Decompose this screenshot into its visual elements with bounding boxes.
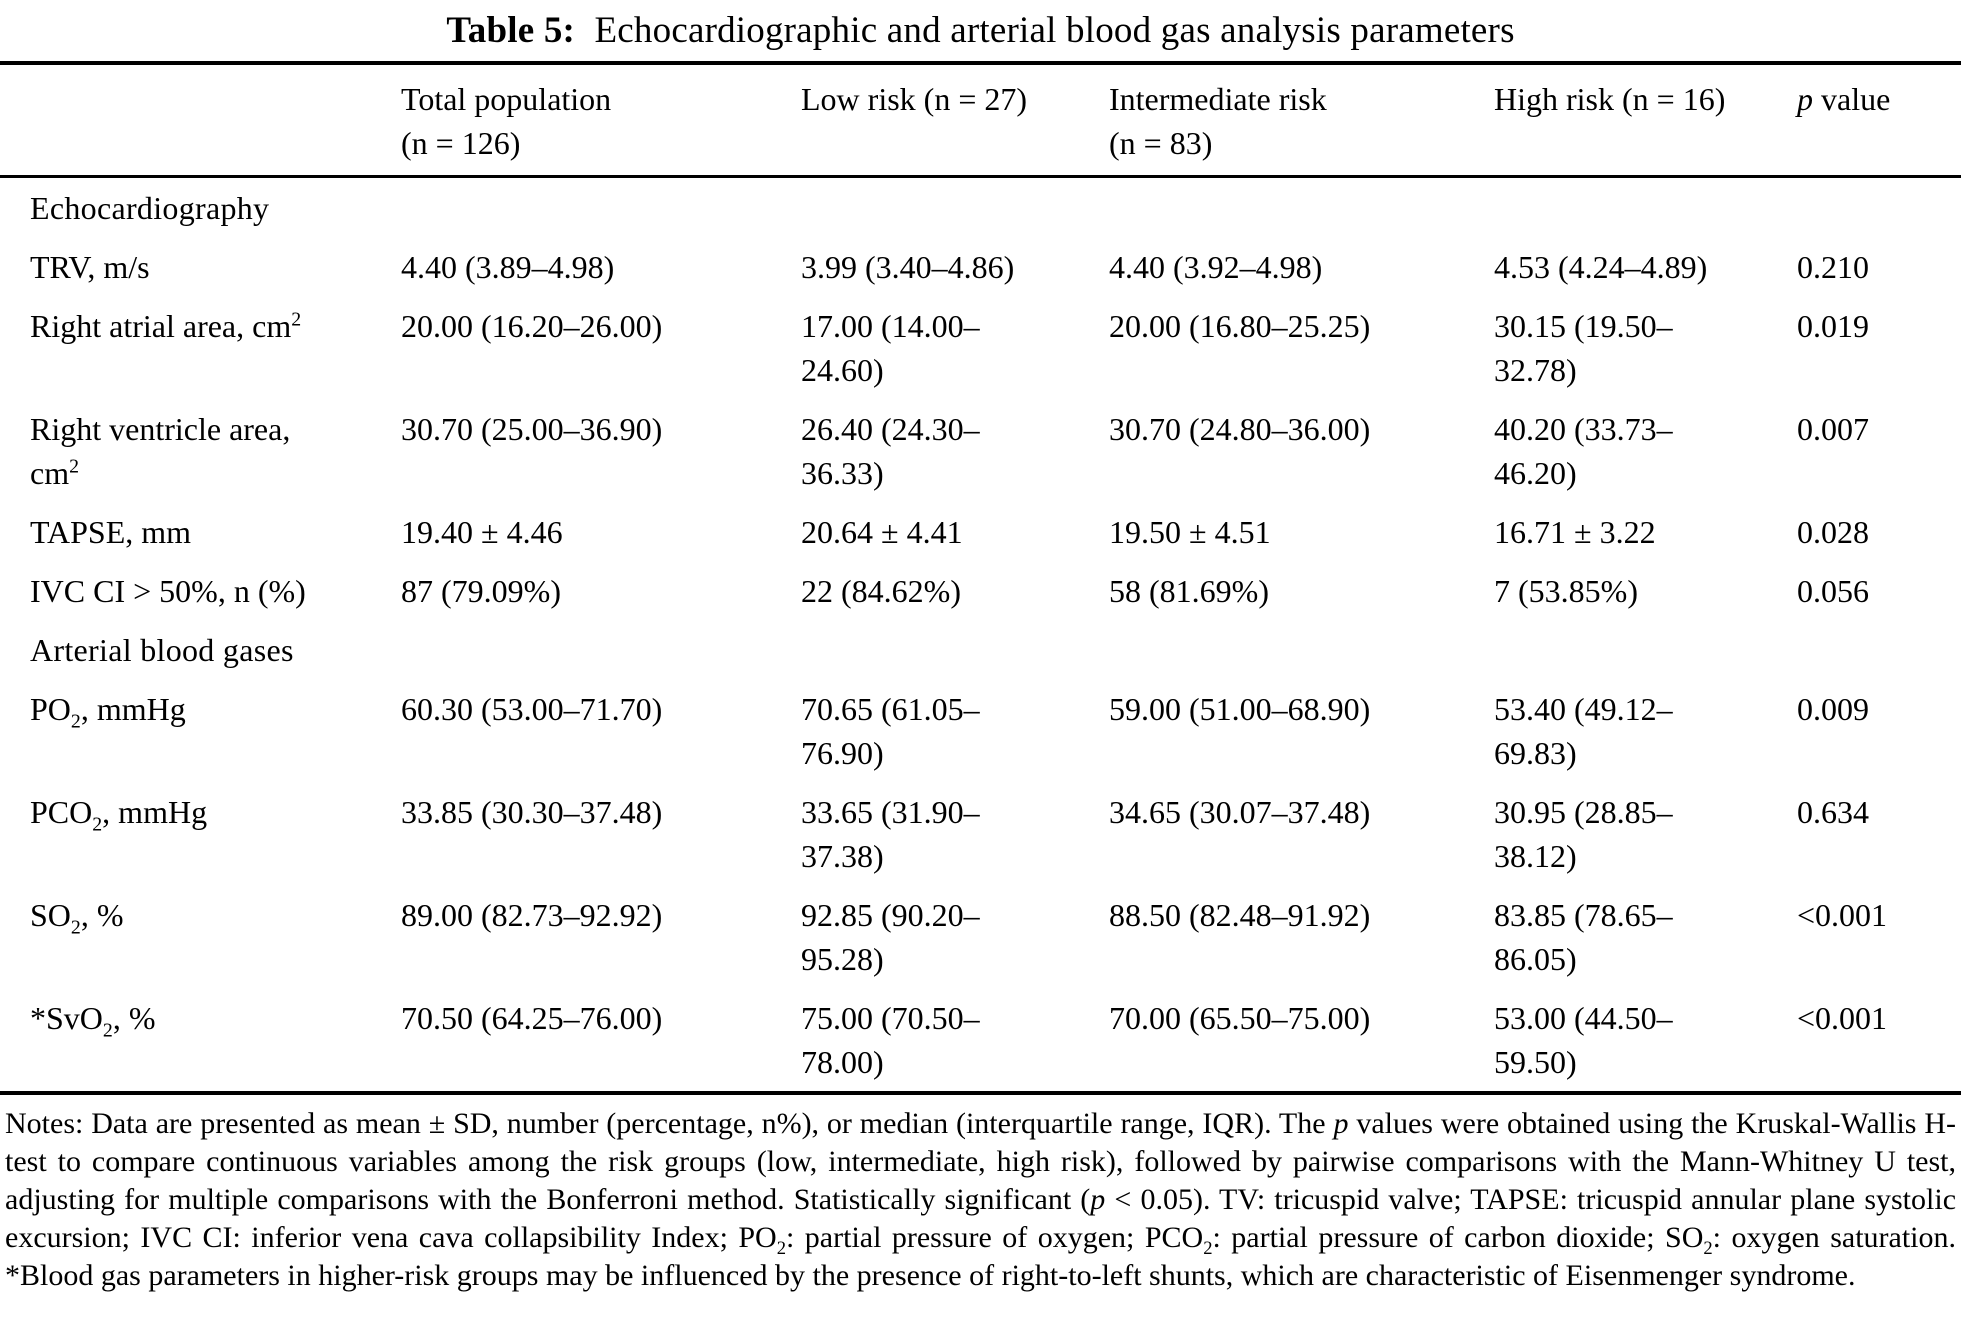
cell-total: 87 (79.09%): [401, 573, 561, 609]
cell-p-value: <0.001: [1797, 1000, 1888, 1036]
table-row-svo2: *SvO2, % 70.50 (64.25–76.00) 75.00 (70.5…: [0, 988, 1961, 1093]
cell-low: 26.40 (24.30–36.33): [801, 411, 980, 491]
cell-p-value: 0.028: [1797, 514, 1869, 550]
row-label: TAPSE, mm: [30, 514, 192, 550]
section-label: Arterial blood gases: [30, 632, 294, 668]
cell-intermediate: 88.50 (82.48–91.92): [1109, 897, 1371, 933]
table-row-ivc-ci: IVC CI > 50%, n (%) 87 (79.09%) 22 (84.6…: [0, 561, 1961, 620]
row-label: TRV, m/s: [30, 249, 150, 285]
cell-total: 60.30 (53.00–71.70): [401, 691, 663, 727]
cell-p-value: 0.007: [1797, 411, 1869, 447]
row-label: PO2, mmHg: [30, 691, 186, 733]
section-row-arterial-blood-gases: Arterial blood gases: [0, 620, 1961, 679]
section-label: Echocardiography: [30, 190, 270, 226]
cell-low: 33.65 (31.90–37.38): [801, 794, 980, 874]
cell-intermediate: 4.40 (3.92–4.98): [1109, 249, 1323, 285]
cell-total: 89.00 (82.73–92.92): [401, 897, 663, 933]
cell-low: 92.85 (90.20–95.28): [801, 897, 980, 977]
cell-total: 33.85 (30.30–37.48): [401, 794, 663, 830]
column-header-low-risk: Low risk (n = 27): [800, 63, 1108, 178]
cell-high: 53.00 (44.50–59.50): [1494, 1000, 1673, 1080]
cell-total: 70.50 (64.25–76.00): [401, 1000, 663, 1036]
row-label: IVC CI > 50%, n (%): [30, 573, 306, 609]
table-header: Total population (n = 126) Low risk (n =…: [0, 63, 1961, 178]
parameters-table: Total population (n = 126) Low risk (n =…: [0, 61, 1961, 1095]
table-caption: Table 5: Echocardiographic and arterial …: [446, 10, 1515, 51]
cell-p-value: 0.210: [1797, 249, 1869, 285]
cell-high: 83.85 (78.65–86.05): [1494, 897, 1673, 977]
table-row-pco2: PCO2, mmHg 33.85 (30.30–37.48) 33.65 (31…: [0, 782, 1961, 885]
cell-p-value: 0.634: [1797, 794, 1869, 830]
row-label: Right ventricle area, cm2: [30, 411, 291, 491]
column-header-intermediate-risk: Intermediate risk (n = 83): [1108, 63, 1493, 178]
section-row-echocardiography: Echocardiography: [0, 177, 1961, 238]
cell-intermediate: 19.50 ± 4.51: [1109, 514, 1271, 550]
table-row-po2: PO2, mmHg 60.30 (53.00–71.70) 70.65 (61.…: [0, 679, 1961, 782]
table-row-so2: SO2, % 89.00 (82.73–92.92) 92.85 (90.20–…: [0, 885, 1961, 988]
table-body: Echocardiography TRV, m/s 4.40 (3.89–4.9…: [0, 177, 1961, 1094]
cell-total: 19.40 ± 4.46: [401, 514, 563, 550]
cell-low: 22 (84.62%): [801, 573, 961, 609]
cell-high: 30.95 (28.85–38.12): [1494, 794, 1673, 874]
cell-p-value: 0.019: [1797, 308, 1869, 344]
header-row: Total population (n = 126) Low risk (n =…: [0, 63, 1961, 178]
row-label: PCO2, mmHg: [30, 794, 208, 836]
column-header-p-value: p value: [1796, 63, 1961, 178]
table-notes: Notes: Data are presented as mean ± SD, …: [5, 1107, 1957, 1292]
cell-total: 4.40 (3.89–4.98): [401, 249, 615, 285]
cell-p-value: <0.001: [1797, 897, 1888, 933]
cell-intermediate: 20.00 (16.80–25.25): [1109, 308, 1371, 344]
column-header-parameter: [0, 63, 400, 178]
cell-low: 75.00 (70.50–78.00): [801, 1000, 980, 1080]
cell-high: 53.40 (49.12–69.83): [1494, 691, 1673, 771]
cell-low: 20.64 ± 4.41: [801, 514, 963, 550]
cell-high: 16.71 ± 3.22: [1494, 514, 1656, 550]
column-header-high-risk: High risk (n = 16): [1493, 63, 1796, 178]
table-row-right-ventricle-area: Right ventricle area, cm2 30.70 (25.00–3…: [0, 399, 1961, 502]
cell-intermediate: 30.70 (24.80–36.00): [1109, 411, 1371, 447]
cell-low: 3.99 (3.40–4.86): [801, 249, 1015, 285]
table-row-trv: TRV, m/s 4.40 (3.89–4.98) 3.99 (3.40–4.8…: [0, 237, 1961, 296]
row-label: *SvO2, %: [30, 1000, 156, 1042]
cell-high: 40.20 (33.73–46.20): [1494, 411, 1673, 491]
cell-high: 30.15 (19.50–32.78): [1494, 308, 1673, 388]
column-header-total-population: Total population (n = 126): [400, 63, 800, 178]
cell-low: 17.00 (14.00–24.60): [801, 308, 980, 388]
cell-total: 20.00 (16.20–26.00): [401, 308, 663, 344]
cell-low: 70.65 (61.05–76.90): [801, 691, 980, 771]
cell-intermediate: 70.00 (65.50–75.00): [1109, 1000, 1371, 1036]
cell-high: 4.53 (4.24–4.89): [1494, 249, 1708, 285]
cell-total: 30.70 (25.00–36.90): [401, 411, 663, 447]
cell-intermediate: 59.00 (51.00–68.90): [1109, 691, 1371, 727]
cell-intermediate: 58 (81.69%): [1109, 573, 1269, 609]
table-row-right-atrial-area: Right atrial area, cm2 20.00 (16.20–26.0…: [0, 296, 1961, 399]
row-label: Right atrial area, cm2: [30, 308, 302, 344]
cell-high: 7 (53.85%): [1494, 573, 1638, 609]
row-label: SO2, %: [30, 897, 124, 939]
table-row-tapse: TAPSE, mm 19.40 ± 4.46 20.64 ± 4.41 19.5…: [0, 502, 1961, 561]
cell-intermediate: 34.65 (30.07–37.48): [1109, 794, 1371, 830]
cell-p-value: 0.056: [1797, 573, 1869, 609]
cell-p-value: 0.009: [1797, 691, 1869, 727]
